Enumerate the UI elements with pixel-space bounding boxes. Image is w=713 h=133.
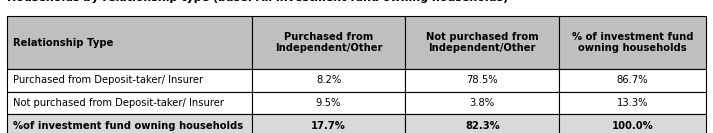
Text: 17.7%: 17.7% bbox=[311, 121, 346, 131]
Bar bbox=[7, 114, 252, 133]
Text: Not purchased from Deposit-taker/ Insurer: Not purchased from Deposit-taker/ Insure… bbox=[13, 98, 224, 108]
Bar bbox=[252, 16, 406, 69]
Text: Purchased from Deposit-taker/ Insurer: Purchased from Deposit-taker/ Insurer bbox=[13, 75, 203, 86]
Bar bbox=[7, 69, 252, 92]
Text: %of investment fund owning households: %of investment fund owning households bbox=[13, 121, 243, 131]
Bar bbox=[559, 92, 706, 114]
Text: Purchased from
Independent/Other: Purchased from Independent/Other bbox=[275, 32, 382, 53]
Bar bbox=[7, 92, 252, 114]
Text: % of investment fund
owning households: % of investment fund owning households bbox=[572, 32, 693, 53]
Text: 82.3%: 82.3% bbox=[465, 121, 500, 131]
Bar bbox=[406, 114, 559, 133]
Bar bbox=[559, 16, 706, 69]
Bar bbox=[406, 16, 559, 69]
Text: Not purchased from
Independent/Other: Not purchased from Independent/Other bbox=[426, 32, 538, 53]
Text: Relationship Type: Relationship Type bbox=[13, 38, 113, 48]
Text: 9.5%: 9.5% bbox=[316, 98, 342, 108]
Text: 3.8%: 3.8% bbox=[470, 98, 495, 108]
Bar bbox=[559, 69, 706, 92]
Bar bbox=[7, 16, 252, 69]
Text: 100.0%: 100.0% bbox=[612, 121, 653, 131]
Bar bbox=[559, 114, 706, 133]
Text: 86.7%: 86.7% bbox=[617, 75, 648, 86]
Text: Households by relationship type (base: All investment fund owning households): Households by relationship type (base: A… bbox=[7, 0, 508, 3]
Bar bbox=[406, 92, 559, 114]
Bar bbox=[252, 92, 406, 114]
Bar bbox=[252, 69, 406, 92]
Bar bbox=[406, 69, 559, 92]
Bar bbox=[252, 114, 406, 133]
Text: 78.5%: 78.5% bbox=[466, 75, 498, 86]
Text: 8.2%: 8.2% bbox=[316, 75, 342, 86]
Text: 13.3%: 13.3% bbox=[617, 98, 648, 108]
